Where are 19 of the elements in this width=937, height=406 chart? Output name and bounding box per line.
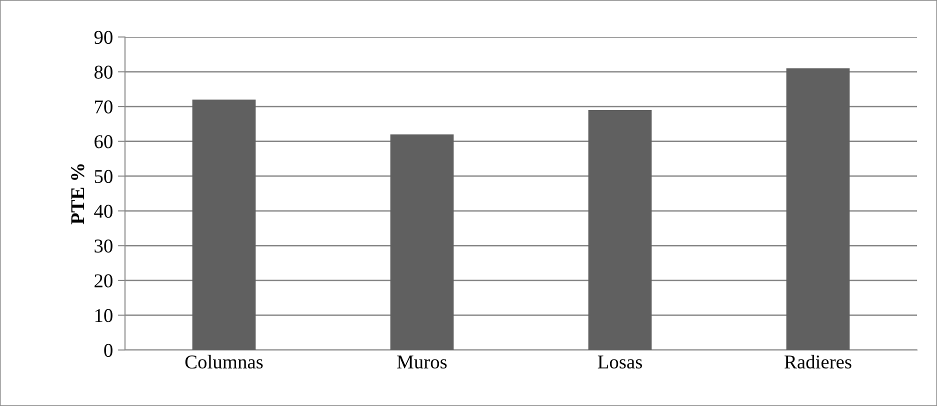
y-tick-label: 20 (94, 274, 112, 288)
y-tick-label: 60 (94, 135, 112, 148)
y-tick-label: 70 (95, 100, 112, 114)
y-tick-label: 0 (104, 344, 112, 357)
y-axis-title: PTE % (71, 164, 84, 224)
bar (786, 68, 850, 350)
x-tick-label: Columnas (185, 354, 263, 369)
y-tick-label: 10 (95, 309, 112, 322)
y-tick-label: 50 (94, 170, 112, 184)
x-tick-label: Muros (397, 356, 447, 369)
bar (390, 134, 454, 350)
y-tick-label: 80 (94, 66, 112, 79)
y-tick-label: 90 (94, 30, 112, 44)
x-tick-label: Losas (598, 356, 642, 369)
x-tick-label: Radieres (784, 354, 852, 369)
bar (588, 110, 652, 350)
y-tick-label: 30 (94, 239, 112, 253)
y-tick-label: 40 (94, 204, 112, 218)
bar (192, 100, 256, 350)
